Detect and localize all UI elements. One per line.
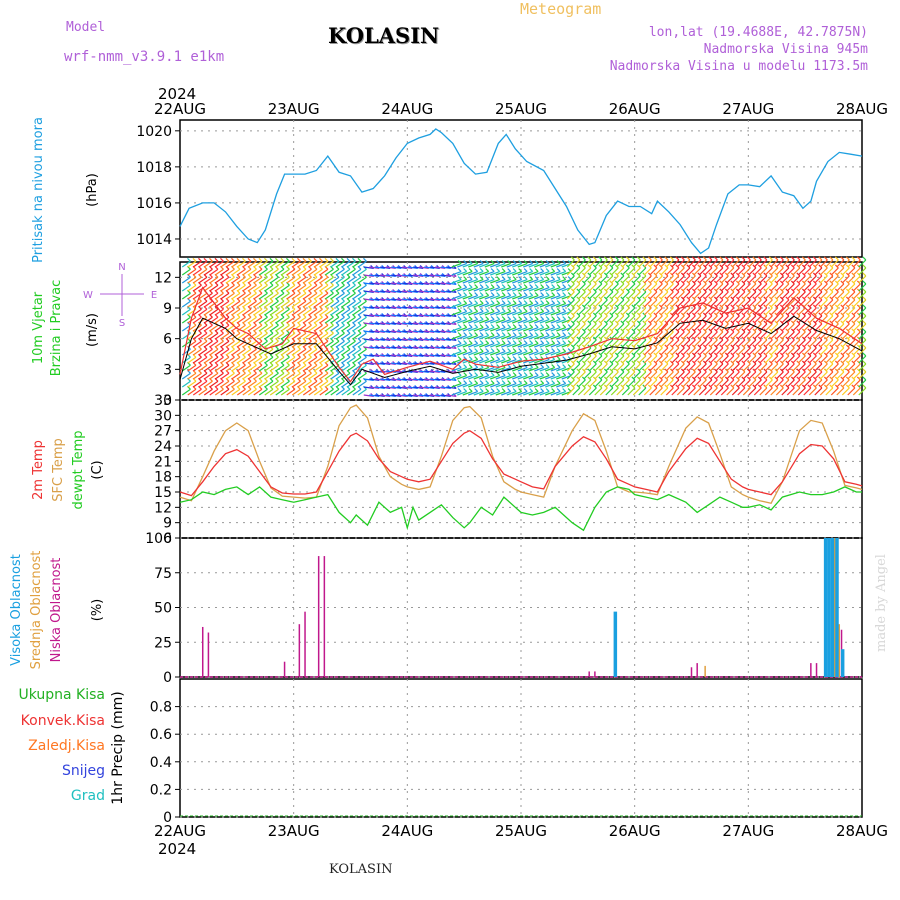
- precip-unit: 1hr Precip (mm): [110, 691, 126, 804]
- precip-legend-4: Grad: [71, 788, 105, 804]
- wind-ytick-label: 6: [163, 332, 172, 348]
- x-tick-label-top: 26AUG: [609, 100, 661, 118]
- temperature-frame: [179, 399, 863, 539]
- high-cloud-label: Visoka Oblacnost: [9, 554, 24, 666]
- station-title: KOLASIN: [328, 23, 440, 48]
- wind-label-2: Brzina i Pravac: [49, 280, 64, 377]
- temp2m-line: [179, 429, 863, 497]
- sfctemp-label: SFC Temp: [51, 438, 66, 502]
- x-tick-label-bottom: 24AUG: [381, 822, 433, 840]
- x-tick-label-top: 23AUG: [268, 100, 320, 118]
- precip-ytick-label: 0.2: [150, 782, 172, 798]
- x-tick-label-bottom: 27AUG: [722, 822, 774, 840]
- model-altitude-text: Nadmorska Visina u modelu 1173.5m: [609, 59, 868, 74]
- temperature-ytick-label: 27: [154, 424, 172, 440]
- wind-max-line: [179, 286, 863, 383]
- x-tick-label-top: 27AUG: [722, 100, 774, 118]
- model-name: wrf-nmm_v3.9.1 e1km: [64, 49, 225, 65]
- precip-ytick-label: 0.6: [150, 727, 172, 743]
- mid-cloud-label: Srednja Oblacnost: [29, 551, 44, 670]
- precip-legend-1: Konvek.Kisa: [21, 713, 105, 729]
- coords-text: lon,lat (19.4688E, 42.7875N): [648, 25, 868, 40]
- precip-ytick-label: 0.8: [150, 700, 172, 716]
- temperature-ytick-label: 9: [163, 516, 172, 532]
- pressure-ytick-label: 1014: [136, 232, 172, 248]
- wind-ytick-label: 3: [163, 362, 172, 378]
- wind-unit: (m/s): [85, 313, 100, 347]
- wind-ytick-label: 0: [163, 393, 172, 409]
- precip-legend-3: Snijeg: [62, 763, 105, 779]
- pressure-ytick-label: 1020: [136, 124, 172, 140]
- precip-legend-2: Zaledj.Kisa: [28, 738, 105, 754]
- clouds-ytick-label: 0: [163, 670, 172, 686]
- compass-w: W: [83, 290, 93, 301]
- temperature-ytick-label: 30: [154, 408, 172, 424]
- wind-mean-line: [179, 315, 863, 386]
- year-label-bottom: 2024: [158, 840, 196, 858]
- x-tick-label-bottom: 28AUG: [836, 822, 888, 840]
- temp2m-label: 2m Temp: [31, 440, 46, 500]
- cloud-unit: (%): [90, 599, 105, 622]
- temperature-ytick-label: 12: [154, 500, 172, 516]
- pressure-line: [179, 128, 863, 255]
- x-tick-label-top: 25AUG: [495, 100, 547, 118]
- x-tick-label-top: 24AUG: [381, 100, 433, 118]
- precip-legend-0: Ukupna Kisa: [18, 687, 105, 703]
- x-tick-label-top: 28AUG: [836, 100, 888, 118]
- compass-e: E: [151, 290, 157, 301]
- temp-unit: (C): [90, 460, 105, 479]
- x-tick-label-top: 22AUG: [154, 100, 206, 118]
- wind-ytick-label: 9: [163, 301, 172, 317]
- pressure-frame: [179, 119, 863, 258]
- clouds-ytick-label: 50: [154, 601, 172, 617]
- x-tick-label-bottom: 26AUG: [609, 822, 661, 840]
- temperature-ytick-label: 21: [154, 454, 172, 470]
- temperature-ytick-label: 15: [154, 485, 172, 501]
- precip-ytick-label: 0.4: [150, 755, 172, 771]
- compass-s: S: [119, 318, 125, 329]
- product-title: Meteogram: [520, 0, 602, 18]
- wind-ytick-label: 12: [154, 270, 172, 286]
- compass-n: N: [118, 262, 125, 273]
- pressure-ytick-label: 1016: [136, 196, 172, 212]
- low-cloud-label: Niska Oblacnost: [49, 558, 64, 663]
- temperature-ytick-label: 6: [163, 531, 172, 547]
- altitude-text: Nadmorska Visina 945m: [703, 42, 868, 57]
- wind-barbs: [181, 256, 867, 397]
- clouds-ytick-label: 25: [154, 635, 172, 651]
- temperature-ytick-label: 24: [154, 439, 172, 455]
- x-tick-label-bottom: 25AUG: [495, 822, 547, 840]
- pressure-unit: (hPa): [85, 173, 100, 207]
- x-tick-label-bottom: 23AUG: [268, 822, 320, 840]
- precip-frame: [179, 678, 863, 818]
- dewpt-label: dewpt Temp: [71, 430, 86, 509]
- temperature-ytick-label: 18: [154, 470, 172, 486]
- x-tick-label-bottom: 22AUG: [154, 822, 206, 840]
- credit-text: made by Angel: [874, 554, 889, 652]
- sfc-temp-line: [179, 404, 863, 504]
- year-label-top: 2024: [158, 85, 196, 103]
- footer-station: KOLASIN: [329, 862, 393, 877]
- model-label: Model: [66, 20, 106, 35]
- clouds-frame: [179, 537, 863, 678]
- wind-label: 10m Vjetar: [31, 291, 46, 364]
- temperature-ytick-label: 33: [154, 393, 172, 409]
- clouds-ytick-label: 75: [154, 566, 172, 582]
- dewpt-line: [179, 486, 862, 532]
- precip-ytick-label: 0: [163, 810, 172, 826]
- pressure-label: Pritisak na nivou mora: [31, 117, 46, 263]
- clouds-ytick-label: 100: [145, 531, 172, 547]
- pressure-ytick-label: 1018: [136, 160, 172, 176]
